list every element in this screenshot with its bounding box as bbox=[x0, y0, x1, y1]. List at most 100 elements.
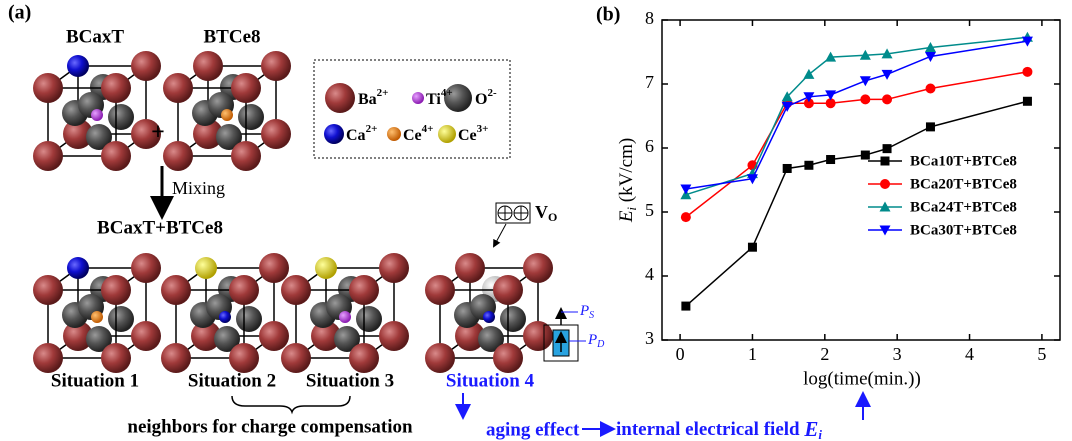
atom bbox=[493, 343, 523, 373]
atom bbox=[349, 275, 379, 305]
figure: (a) BCaxT BTCe8 + Ba2+ Ti4+ O2- Ca2+ Ce4… bbox=[0, 0, 1072, 441]
atom bbox=[161, 275, 191, 305]
x-axis-label: log(time(min.)) bbox=[803, 368, 921, 389]
series-line bbox=[686, 72, 1028, 217]
legend-label: BCa10T+BTCe8 bbox=[910, 153, 1017, 169]
point bbox=[748, 243, 757, 252]
point bbox=[1023, 97, 1032, 106]
aging-label: aging effect bbox=[486, 419, 580, 440]
atom bbox=[238, 104, 264, 130]
bracket bbox=[232, 396, 350, 412]
atom bbox=[33, 275, 63, 305]
legend-marker bbox=[881, 157, 890, 166]
atom bbox=[455, 253, 485, 283]
atom bbox=[231, 141, 261, 171]
vacancy-symbol bbox=[498, 206, 528, 220]
y-axis-label: Ei (kV/cm) bbox=[616, 138, 639, 223]
atom bbox=[315, 257, 337, 279]
atom bbox=[33, 343, 63, 373]
legend-ion bbox=[387, 127, 401, 141]
atom bbox=[163, 141, 193, 171]
x-tick-label: 5 bbox=[1037, 344, 1046, 364]
pd-label: PD bbox=[587, 332, 605, 350]
point bbox=[681, 302, 690, 311]
atom bbox=[259, 253, 289, 283]
atom bbox=[33, 73, 63, 103]
x-tick-label: 0 bbox=[676, 344, 685, 364]
y-tick-label: 4 bbox=[645, 264, 654, 284]
atom bbox=[281, 343, 311, 373]
ion-label: O2- bbox=[475, 87, 497, 108]
ion-label: Ce4+ bbox=[403, 123, 433, 144]
point bbox=[860, 94, 870, 104]
point bbox=[826, 155, 835, 164]
situation-label: Situation 4 bbox=[446, 370, 535, 391]
atom bbox=[523, 253, 553, 283]
point bbox=[926, 122, 935, 131]
atom bbox=[261, 51, 291, 81]
atom bbox=[108, 306, 134, 332]
atom bbox=[219, 311, 231, 323]
atom bbox=[101, 141, 131, 171]
point bbox=[804, 161, 813, 170]
atom bbox=[91, 109, 103, 121]
atom bbox=[356, 306, 382, 332]
atom bbox=[163, 73, 193, 103]
compound-name: BTCe8 bbox=[204, 26, 261, 47]
atom bbox=[91, 311, 103, 323]
x-tick-label: 3 bbox=[893, 344, 902, 364]
situation-label: Situation 1 bbox=[51, 370, 139, 391]
compound-name: BCaxT bbox=[66, 26, 124, 47]
ion-label: Ca2+ bbox=[346, 123, 377, 144]
atom bbox=[221, 109, 233, 121]
panel-label: (b) bbox=[596, 4, 620, 26]
series-line bbox=[686, 37, 1028, 194]
situation-label: Situation 3 bbox=[306, 370, 394, 391]
y-tick-label: 6 bbox=[645, 136, 654, 156]
panel-label: (a) bbox=[8, 2, 31, 24]
y-tick-label: 8 bbox=[645, 8, 654, 28]
atom bbox=[193, 51, 223, 81]
point bbox=[860, 76, 871, 86]
x-tick-label: 2 bbox=[820, 344, 829, 364]
x-tick-label: 4 bbox=[965, 344, 974, 364]
atom bbox=[379, 321, 409, 351]
situation-label: Situation 2 bbox=[188, 370, 276, 391]
y-tick-label: 7 bbox=[645, 72, 654, 92]
atom bbox=[493, 275, 523, 305]
atom bbox=[161, 343, 191, 373]
legend-label: BCa20T+BTCe8 bbox=[910, 176, 1017, 192]
atom bbox=[281, 275, 311, 305]
vacancy-arrow bbox=[494, 224, 506, 246]
legend-label: BCa24T+BTCe8 bbox=[910, 199, 1017, 215]
bracket-note: neighbors for charge compensation bbox=[127, 416, 413, 437]
point bbox=[861, 151, 870, 160]
mixing-label: Mixing bbox=[172, 178, 225, 198]
legend-ion bbox=[325, 83, 355, 113]
atom bbox=[349, 343, 379, 373]
point bbox=[925, 83, 935, 93]
atom bbox=[131, 51, 161, 81]
point bbox=[882, 94, 892, 104]
atom bbox=[236, 306, 262, 332]
atom bbox=[231, 73, 261, 103]
ion-label: Ce3+ bbox=[458, 123, 488, 144]
atom bbox=[229, 343, 259, 373]
atom bbox=[131, 321, 161, 351]
atom bbox=[500, 306, 526, 332]
atom bbox=[108, 104, 134, 130]
legend-label: BCa30T+BTCe8 bbox=[910, 222, 1017, 238]
atom bbox=[379, 253, 409, 283]
point bbox=[681, 212, 691, 222]
legend-ion bbox=[412, 92, 424, 104]
atom bbox=[339, 311, 351, 323]
atom bbox=[425, 343, 455, 373]
atom bbox=[195, 257, 217, 279]
point bbox=[883, 144, 892, 153]
atom bbox=[67, 257, 89, 279]
atom bbox=[425, 275, 455, 305]
point bbox=[783, 164, 792, 173]
atom bbox=[67, 55, 89, 77]
point bbox=[1022, 67, 1032, 77]
